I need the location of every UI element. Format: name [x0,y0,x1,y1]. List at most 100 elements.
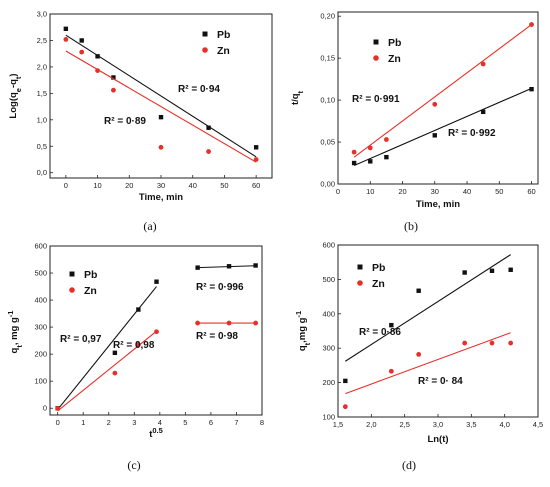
data-point-zn [195,320,201,326]
y-tick-label: 300 [34,323,47,332]
tick-labels-c: 0 1 2 3 4 5 6 7 8 0 100 200 300 400 500 600 [34,242,264,428]
y-tick-label: 0,5 [37,142,47,151]
x-tick-label: 10 [366,187,374,196]
r2-annotation-zn: R² = 0·98 [196,331,238,342]
x-tick-label: 3,0 [433,420,443,429]
data-point-zn [79,49,85,55]
x-tick-label: 4,5 [533,420,543,429]
y-axis-title-c: qt, mg g-1 [6,311,24,354]
x-tick-label: 50 [220,181,228,190]
data-point-zn [135,342,141,348]
x-axis-title-b: Time, min [416,199,460,210]
data-point-zn [508,340,514,346]
x-tick-label: 30 [157,181,165,190]
data-point-zn [480,61,486,67]
y-tick-label: 500 [322,275,335,284]
data-point-zn [206,149,211,154]
data-point-pb [63,26,69,32]
legend-marker-pb [202,31,208,37]
y-tick-label: 100 [322,413,335,422]
y-tick-label: 2,5 [37,36,47,45]
data-point-zn [253,320,259,326]
legend-label-pb: Pb [84,269,97,281]
x-tick-label: 2 [107,418,111,427]
x-tick-label: 20 [125,181,133,190]
data-point-pb [529,86,534,92]
x-tick-label: 4,0 [499,420,509,429]
panel-b: 0 10 20 30 40 50 60 0,00 0,05 0,10 0,15 0,20 Pb R² =… [290,11,539,233]
x-tick-label: 3,5 [466,420,476,429]
x-tick-label: 0 [64,181,68,190]
data-point-pb [79,38,84,43]
x-tick-label: 50 [495,187,503,196]
data-point-zn [154,329,159,335]
x-tick-label: 60 [252,181,260,190]
x-tick-label: 5 [183,418,187,427]
data-point-pb [489,268,495,273]
x-tick-label: 10 [93,181,101,190]
legend-label-zn: Zn [388,53,401,65]
data-point-pb [111,75,116,80]
data-point-pb [368,159,373,164]
data-point-pb [95,54,100,59]
x-tick-label: 1 [81,418,85,427]
y-tick-label: 3,0 [37,10,47,19]
y-axis-title-b: t/qt [290,90,305,105]
data-point-zn [388,368,394,374]
data-point-zn [342,404,348,410]
fit-line-zn [353,24,532,158]
data-point-zn [253,157,259,162]
data-point-zn [432,101,438,107]
fit-line-pb [353,87,532,167]
fit-line-pb [345,254,511,362]
legend-label-pb: Pb [372,262,385,274]
data-point-pb [351,160,357,166]
y-tick-label: 2,0 [37,62,47,71]
fit-line-zn [345,332,511,395]
x-tick-label: 2,0 [366,420,376,429]
y-tick-label: 1,5 [37,89,47,98]
y-tick-label: 0 [43,404,47,413]
x-tick-label: 40 [189,181,197,190]
x-tick-label: 1,5 [333,420,343,429]
caption-b: (b) [404,219,418,233]
fit-line-pb [57,286,157,410]
data-point-zn [112,370,118,376]
plot-frame-b [337,11,539,185]
plot-frame-d [337,244,539,418]
y-tick-label: 200 [34,350,47,359]
r2-annotation-zn: R² = 0· 84 [418,376,463,387]
x-axis-title-d: Ln(t) [427,434,448,445]
y-tick-label: 0,10 [320,96,335,105]
y-tick-label: 1,0 [37,115,47,124]
data-point-zn [226,320,232,326]
y-tick-label: 0,0 [37,168,47,177]
legend-marker-zn [373,55,379,61]
data-point-pb [343,378,348,384]
data-point-pb [158,114,164,120]
marks-b: Pb R² = 0·992 Zn R² = 0·991 [351,22,534,167]
x-axis-title-a: Time, min [139,192,183,203]
x-tick-label: 4 [158,418,162,427]
legend-label-zn: Zn [217,45,230,57]
x-tick-label: 2,5 [399,420,409,429]
r2-annotation-pb: R² = 0·94 [178,84,220,95]
data-point-pb [462,270,467,275]
data-point-pb [480,109,486,115]
legend-label-pb: Pb [217,29,230,41]
y-axis-title-a: Log(qe-qt) [8,73,23,118]
data-point-zn [63,36,69,42]
legend-marker-pb [357,264,363,270]
tick-labels-b: 0 10 20 30 40 50 60 0,00 0,05 0,10 0,15 0,20 [320,12,535,196]
data-point-zn [351,149,357,155]
r2-annotation-zn: R² = 0·89 [104,116,146,127]
data-point-zn [489,340,495,346]
y-tick-label: 600 [322,241,335,250]
tick-labels-a: 0 10 20 30 40 50 60 0,0 0,5 1,0 1,5 2,0 2,5 3,0 [37,10,261,191]
marks-c: Pb R² = 0,97 R² = 0·996 Zn R² = 0,98 R² = 0·9… [55,263,259,412]
data-point-zn [111,87,116,93]
x-tick-label: 30 [431,187,439,196]
data-point-pb [384,154,389,160]
y-tick-label: 200 [322,378,335,387]
